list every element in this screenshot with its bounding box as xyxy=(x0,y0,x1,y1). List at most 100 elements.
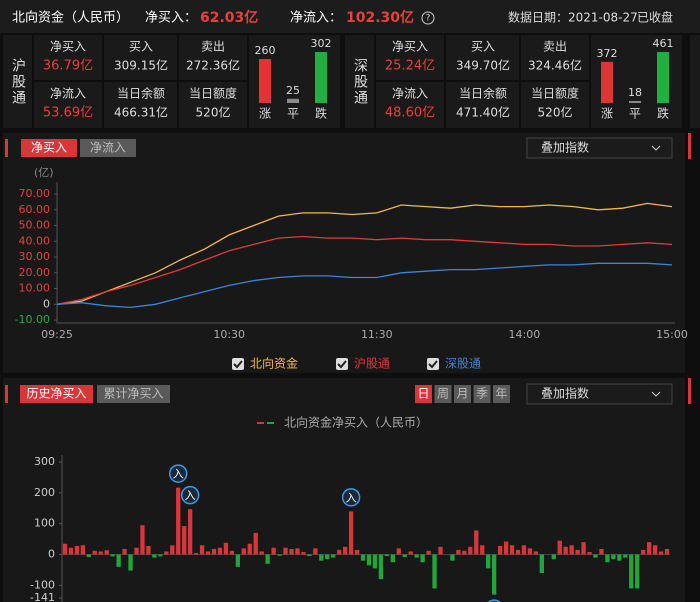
tab-label[interactable]: 周 xyxy=(437,387,449,401)
balance-label: 当日余额 xyxy=(117,86,165,101)
tab[interactable] xyxy=(454,385,471,403)
dropdown-label[interactable]: 叠加指数 xyxy=(541,386,589,401)
tab[interactable] xyxy=(434,385,452,403)
bar xyxy=(247,543,252,555)
bar xyxy=(629,554,634,589)
bar xyxy=(599,548,604,555)
bar xyxy=(241,548,246,555)
quota: 520亿 xyxy=(538,105,573,120)
flow-marker-label[interactable]: 入 xyxy=(346,491,357,504)
flow-marker-label[interactable]: 入 xyxy=(185,489,196,502)
breadth-bar xyxy=(287,98,299,103)
accent xyxy=(688,378,691,404)
help-icon[interactable] xyxy=(421,11,435,25)
bar xyxy=(295,548,300,555)
bar xyxy=(497,545,503,555)
bar xyxy=(450,554,455,561)
tab[interactable] xyxy=(80,139,136,157)
net-buy-label: 净买入 xyxy=(392,40,428,54)
bar xyxy=(188,509,193,555)
legend-label[interactable]: 深股通 xyxy=(445,357,481,371)
bar xyxy=(128,554,133,571)
y-tick-label: 0 xyxy=(48,548,55,561)
legend-checkbox[interactable] xyxy=(232,358,244,370)
y-tick-label: 70.00 xyxy=(19,187,51,200)
dropdown[interactable] xyxy=(526,383,673,405)
y-tick-label: -100 xyxy=(30,578,55,591)
tab-label[interactable]: 累计净买入 xyxy=(103,387,163,401)
flow-marker[interactable] xyxy=(341,488,361,507)
breadth-category: 平 xyxy=(629,107,641,121)
history-panel xyxy=(3,378,685,602)
breadth-bar xyxy=(657,52,669,103)
tab[interactable] xyxy=(493,385,510,403)
breadth-category: 跌 xyxy=(657,106,669,121)
bar xyxy=(205,551,211,555)
bar xyxy=(474,530,479,555)
tab[interactable] xyxy=(473,385,491,403)
help-text[interactable]: ? xyxy=(426,14,431,24)
bar xyxy=(414,554,419,558)
series-line xyxy=(56,202,673,305)
balance-label: 当日余额 xyxy=(459,86,507,101)
x-tick-label: 11:30 xyxy=(361,328,393,341)
bar xyxy=(259,551,264,555)
dropdown-arrow[interactable] xyxy=(651,145,661,151)
net-inflow-label: 净流入 xyxy=(50,87,86,101)
breadth-value: 372 xyxy=(597,47,618,60)
legend-check[interactable] xyxy=(428,360,438,369)
breadth-bar xyxy=(601,61,613,103)
legend-checkbox[interactable] xyxy=(336,358,348,370)
flow-marker-label[interactable]: 入 xyxy=(173,468,184,481)
bar xyxy=(337,549,342,555)
tab[interactable] xyxy=(20,385,93,403)
tab-label[interactable]: 季 xyxy=(476,387,488,401)
bar xyxy=(158,554,163,557)
dropdown-arrow[interactable] xyxy=(651,391,661,397)
bar xyxy=(348,511,354,555)
breadth-value: 461 xyxy=(653,37,674,50)
bar xyxy=(605,554,610,563)
legend-label[interactable]: 沪股通 xyxy=(354,357,390,371)
bar xyxy=(503,541,509,555)
net-buy: 25.24亿 xyxy=(385,59,435,74)
dropdown[interactable] xyxy=(526,137,673,159)
legend-label: 北向资金净买入（人民币） xyxy=(284,415,428,430)
flow-marker[interactable] xyxy=(180,485,200,505)
bar xyxy=(575,549,580,555)
bar xyxy=(92,550,97,555)
tab-label[interactable]: 历史净买入 xyxy=(26,387,86,401)
tab[interactable] xyxy=(21,139,77,157)
tab[interactable] xyxy=(97,385,170,403)
sell-label: 卖出 xyxy=(543,40,567,54)
bar xyxy=(557,540,562,555)
legend-check[interactable] xyxy=(233,360,243,369)
legend-checkbox[interactable] xyxy=(427,358,439,370)
legend-check[interactable] xyxy=(337,360,347,369)
header-bar xyxy=(0,0,700,33)
flow-marker[interactable] xyxy=(168,464,188,483)
bar xyxy=(176,487,181,555)
buy: 309.15亿 xyxy=(114,58,168,73)
tab-label[interactable]: 日 xyxy=(417,387,429,401)
dropdown-label[interactable]: 叠加指数 xyxy=(541,140,589,155)
tab[interactable] xyxy=(415,385,432,403)
bar xyxy=(396,548,401,555)
tab-label[interactable]: 净买入 xyxy=(31,141,67,155)
bar xyxy=(533,551,539,555)
bar xyxy=(62,543,68,555)
bar xyxy=(271,547,276,555)
bar xyxy=(170,545,175,555)
y-tick-label: 100 xyxy=(34,517,55,530)
bar xyxy=(462,550,467,555)
breadth-category: 涨 xyxy=(601,106,613,121)
tab-label[interactable]: 年 xyxy=(495,387,507,401)
bar xyxy=(193,552,199,555)
bar xyxy=(223,542,229,555)
tab-label[interactable]: 净流入 xyxy=(90,141,126,155)
market-name: 深股通 xyxy=(352,58,368,106)
bar xyxy=(658,551,664,555)
legend-label[interactable]: 北向资金 xyxy=(250,356,298,371)
tab-label[interactable]: 月 xyxy=(456,387,468,401)
bar xyxy=(211,548,217,555)
